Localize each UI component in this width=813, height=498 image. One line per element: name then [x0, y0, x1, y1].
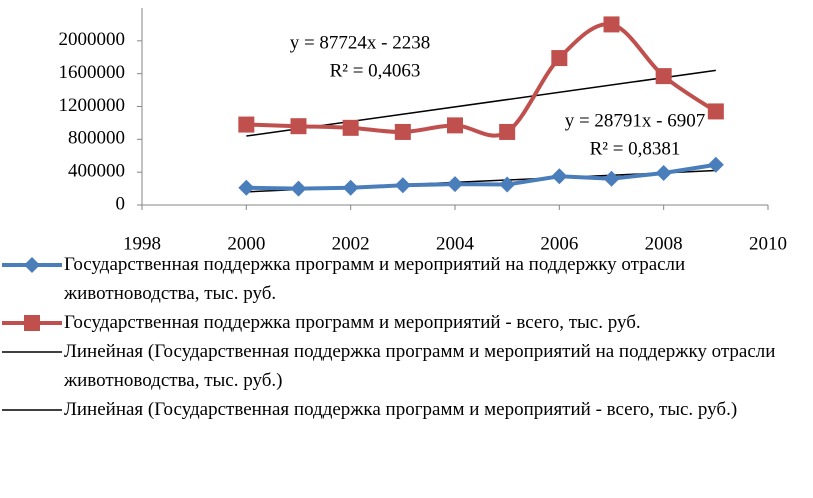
legend: Государственная поддержка программ и мер…: [0, 250, 813, 424]
y-tick-label: 400000: [68, 161, 125, 182]
y-tick-label: 1200000: [59, 95, 126, 116]
marker: [499, 176, 516, 193]
legend-label: Линейная (Государственная поддержка прог…: [64, 399, 738, 420]
marker: [655, 68, 672, 85]
x-tick-label: 2010: [749, 233, 787, 250]
x-tick-label: 2002: [332, 233, 370, 250]
marker: [603, 16, 620, 33]
marker: [603, 170, 620, 187]
marker: [447, 176, 463, 193]
marker: [394, 123, 411, 140]
y-tick-label: 1600000: [59, 62, 126, 83]
legend-label: Государственная поддержка программ и мер…: [64, 254, 686, 304]
legend-icon: [2, 315, 62, 331]
marker: [707, 103, 724, 120]
annotation: R² = 0,4063: [330, 60, 421, 81]
legend-entry: Государственная поддержка программ и мер…: [0, 250, 813, 308]
legend-marker: [24, 315, 40, 331]
series-line: [246, 162, 717, 191]
x-tick-label: 1998: [123, 233, 161, 250]
marker: [290, 180, 307, 197]
legend-icon: [2, 409, 62, 411]
x-tick-label: 2000: [227, 233, 265, 250]
y-tick-label: 800000: [68, 128, 125, 149]
legend-marker: [24, 257, 40, 273]
series-line: [246, 22, 717, 138]
y-tick-label: 0: [116, 193, 126, 214]
legend-entry: Линейная (Государственная поддержка прог…: [0, 395, 813, 424]
marker: [238, 116, 255, 133]
marker: [394, 177, 411, 194]
marker: [290, 118, 307, 135]
legend-label: Государственная поддержка программ и мер…: [64, 312, 641, 333]
y-tick-label: 2000000: [59, 29, 126, 50]
annotation: y = 87724x - 2238: [290, 32, 431, 53]
marker: [655, 164, 672, 181]
chart: 0 400000 800000 1200000 1600000 2000000 1998 20…: [59, 8, 787, 250]
marker: [499, 123, 516, 140]
marker: [447, 117, 463, 134]
marker: [342, 119, 359, 136]
legend-entry: Линейная (Государственная поддержка прог…: [0, 337, 813, 395]
annotation: y = 28791x - 6907: [565, 110, 706, 131]
x-tick-label: 2004: [436, 233, 475, 250]
x-tick-label: 2006: [540, 233, 578, 250]
legend-icon: [2, 351, 62, 353]
marker: [238, 179, 255, 196]
marker: [551, 50, 568, 67]
annotation: R² = 0,8381: [590, 138, 681, 159]
marker: [707, 156, 724, 173]
marker: [551, 168, 568, 185]
legend-entry: Государственная поддержка программ и мер…: [0, 308, 813, 337]
legend-icon: [2, 257, 62, 273]
legend-label: Линейная (Государственная поддержка прог…: [64, 341, 776, 391]
marker: [342, 179, 359, 196]
x-tick-label: 2008: [645, 233, 683, 250]
